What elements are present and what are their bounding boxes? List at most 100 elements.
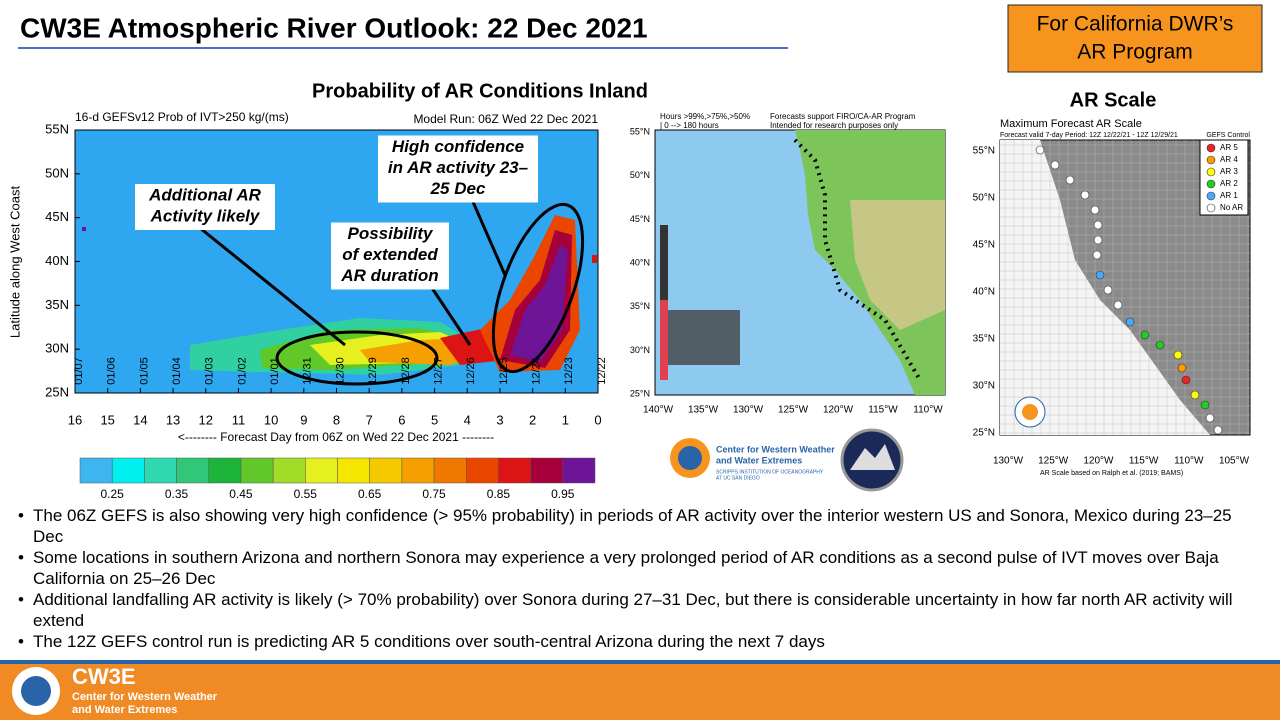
x-tick-label: 3 [496, 412, 503, 427]
colorbar-label: 0.55 [294, 487, 318, 501]
slide-title: CW3E Atmospheric River Outlook: 22 Dec 2… [20, 12, 648, 43]
x-tick-label: 9 [300, 412, 307, 427]
ar-dot [1125, 317, 1135, 327]
ar-dot [1080, 190, 1090, 200]
map-lat-label: 45°N [630, 214, 650, 224]
x-tick-label: 6 [398, 412, 405, 427]
badge-line: AR Program [1077, 41, 1193, 64]
colorbar-cell [433, 457, 467, 484]
map-lon-label: 140°W [643, 405, 674, 416]
footer-logo [21, 676, 51, 706]
badge-box [1007, 4, 1263, 73]
colorbar-label: 0.45 [229, 487, 253, 501]
logo-text: SCRIPPS INSTITUTION OF OCEANOGRAPHY [716, 469, 824, 475]
ar-dot [1113, 300, 1123, 310]
annotation-text: Possibility [347, 224, 434, 243]
annotation-arrow [199, 226, 346, 347]
map-header: | 0 --> 180 hours [660, 121, 719, 130]
colorbar-cell [337, 457, 370, 484]
date-label: 12/24 [531, 357, 543, 385]
y-tick-label: 50N [45, 165, 69, 180]
ar-legend-dot [1206, 203, 1216, 213]
ar-dot [1200, 400, 1210, 410]
x-tick-label: 16 [68, 412, 82, 427]
annotation-arrow [468, 194, 507, 276]
ar-lat-label: 35°N [973, 334, 995, 345]
map-lon-label: 135°W [688, 405, 719, 416]
annotation-box [135, 184, 275, 230]
colorbar-label: 0.25 [101, 487, 125, 501]
map-note: Forecasts support FIRO/CA-AR Program [770, 112, 916, 121]
date-label: 01/07 [73, 357, 85, 385]
date-label: 12/30 [334, 357, 346, 385]
date-label: 12/22 [596, 357, 608, 385]
footer-line [0, 660, 1280, 664]
colorbar-cell [530, 457, 564, 484]
ar-lat-label: 55°N [973, 146, 995, 157]
x-tick-label: 12 [199, 412, 213, 427]
y-tick-label: 35N [45, 297, 69, 312]
annotation-text: High confidence [392, 137, 524, 156]
x-tick-label: 0 [594, 412, 601, 427]
colorbar-cell [305, 457, 338, 484]
map-lon-label: 130°W [733, 405, 764, 416]
ar-lat-label: 25°N [973, 428, 995, 439]
ar-period: Forecast valid 7-day Period: 12Z 12/22/2… [1000, 132, 1178, 139]
colorbar-cell [562, 457, 596, 484]
map-lat-label: 30°N [630, 345, 650, 355]
colorbar-label: 0.35 [165, 487, 189, 501]
ar-logo [1022, 404, 1038, 420]
annotation-box [331, 222, 449, 290]
bullet: The 06Z GEFS is also showing very high c… [18, 505, 1263, 547]
colorbar-cell [272, 457, 306, 484]
ar-dot [1103, 285, 1113, 295]
footer-line-text: Center for Western Weather [72, 691, 218, 703]
heatmap-axes: 55N50N45N40N35N30N25N1601/071501/061401/… [45, 121, 608, 427]
map-header: Hours >99%,>75%,>50% [660, 112, 750, 121]
ar-lon-label: 115°W [1129, 456, 1159, 467]
ar-dot [1093, 220, 1103, 230]
date-label: 01/04 [171, 357, 183, 385]
heatmap-y-label: Latitude along West Coast [7, 185, 22, 338]
annotation-arrow [428, 284, 472, 346]
map-lat-label: 35°N [630, 301, 650, 311]
heatmap-model-run: Model Run: 06Z Wed 22 Dec 2021 [413, 112, 598, 126]
ar-map-grid [1000, 140, 1250, 435]
ar-dot [1181, 375, 1191, 385]
date-label: 12/29 [367, 357, 379, 385]
ar-legend-label: AR 3 [1220, 167, 1238, 176]
bullet: Some locations in southern Arizona and n… [18, 547, 1263, 589]
ar-scale-title: AR Scale [1070, 89, 1157, 111]
y-tick-label: 25N [45, 384, 69, 399]
ar-dot [1213, 425, 1223, 435]
map-lon-label: 125°W [778, 405, 809, 416]
colorbar-cell [369, 457, 403, 484]
map-dotted-track [793, 138, 922, 382]
colorbar-cell [144, 457, 177, 484]
map-lon-label: 110°W [913, 405, 943, 416]
colorbar-cell [79, 457, 113, 484]
logo-circle [678, 446, 702, 470]
ar-lon-label: 105°W [1219, 456, 1250, 467]
ar-dot [1095, 270, 1105, 280]
annotation-text: in AR activity 23– [388, 158, 529, 177]
y-tick-label: 30N [45, 341, 69, 356]
x-tick-label: 4 [464, 412, 471, 427]
heatmap-field [82, 215, 597, 375]
x-tick-label: 13 [166, 412, 180, 427]
date-label: 01/03 [204, 357, 216, 385]
bullet-list: The 06Z GEFS is also showing very high c… [18, 505, 1263, 652]
map-hour-bars [660, 225, 740, 380]
x-tick-label: 1 [562, 412, 569, 427]
annotation-text: 25 Dec [430, 179, 486, 198]
ar-map-ocean [1000, 140, 1210, 435]
ar-dot [1155, 340, 1165, 350]
ar-dot [1050, 160, 1060, 170]
ar-labels: AR 5 AR 4 AR 3 AR 2 AR 1 No AR 55°N 50°N 45°N 40°… [973, 143, 1250, 467]
ar-legend-dot [1206, 143, 1216, 153]
map-lat-label: 25°N [630, 389, 650, 399]
ar-dot [1092, 250, 1102, 260]
ar-legend-box [1199, 139, 1249, 216]
colorbar-cell [240, 457, 274, 484]
colorbar-cell [208, 457, 242, 484]
